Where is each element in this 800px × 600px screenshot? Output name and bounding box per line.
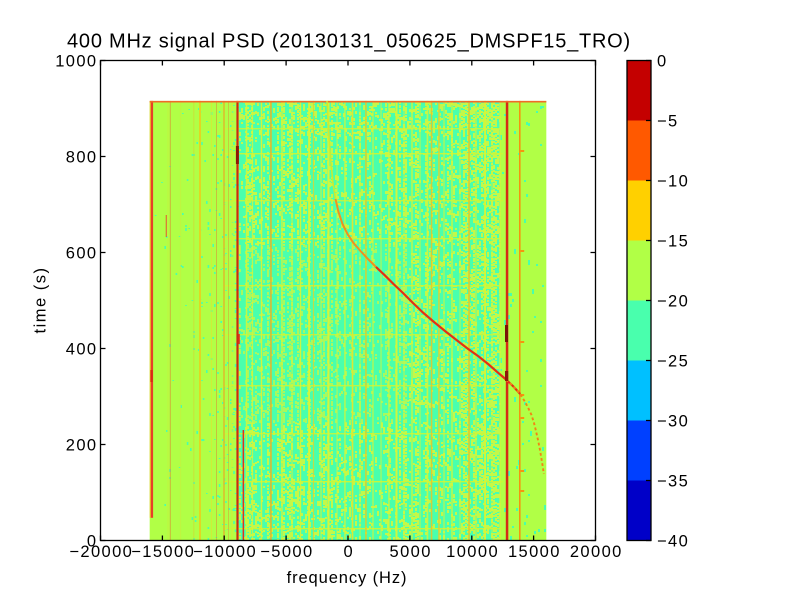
svg-text:0: 0 (657, 52, 668, 70)
svg-text:600: 600 (66, 244, 98, 262)
svg-text:800: 800 (66, 148, 98, 166)
svg-text:−5: −5 (657, 112, 679, 130)
svg-text:0: 0 (344, 543, 355, 561)
svg-text:−20000: −20000 (69, 543, 133, 561)
svg-text:−40: −40 (657, 532, 689, 550)
svg-text:−10: −10 (657, 172, 689, 190)
svg-text:200: 200 (66, 436, 98, 454)
svg-text:−15000: −15000 (131, 543, 195, 561)
svg-text:−20: −20 (657, 292, 689, 310)
svg-text:−25: −25 (657, 352, 689, 370)
svg-text:−35: −35 (657, 472, 689, 490)
svg-text:5000: 5000 (390, 543, 432, 561)
svg-text:−10000: −10000 (193, 543, 257, 561)
svg-text:20000: 20000 (570, 543, 623, 561)
svg-text:−15: −15 (657, 232, 689, 250)
svg-text:400 MHz signal PSD (20130131_0: 400 MHz signal PSD (20130131_050625_DMSP… (67, 31, 631, 53)
svg-text:400: 400 (66, 340, 98, 358)
svg-text:time (s): time (s) (32, 267, 50, 334)
svg-text:15000: 15000 (508, 543, 561, 561)
svg-text:−30: −30 (657, 412, 689, 430)
svg-text:frequency (Hz): frequency (Hz) (287, 569, 408, 587)
svg-text:−5000: −5000 (260, 543, 313, 561)
svg-text:1000: 1000 (55, 52, 97, 70)
svg-text:10000: 10000 (446, 543, 499, 561)
svg-text:0: 0 (87, 532, 98, 550)
